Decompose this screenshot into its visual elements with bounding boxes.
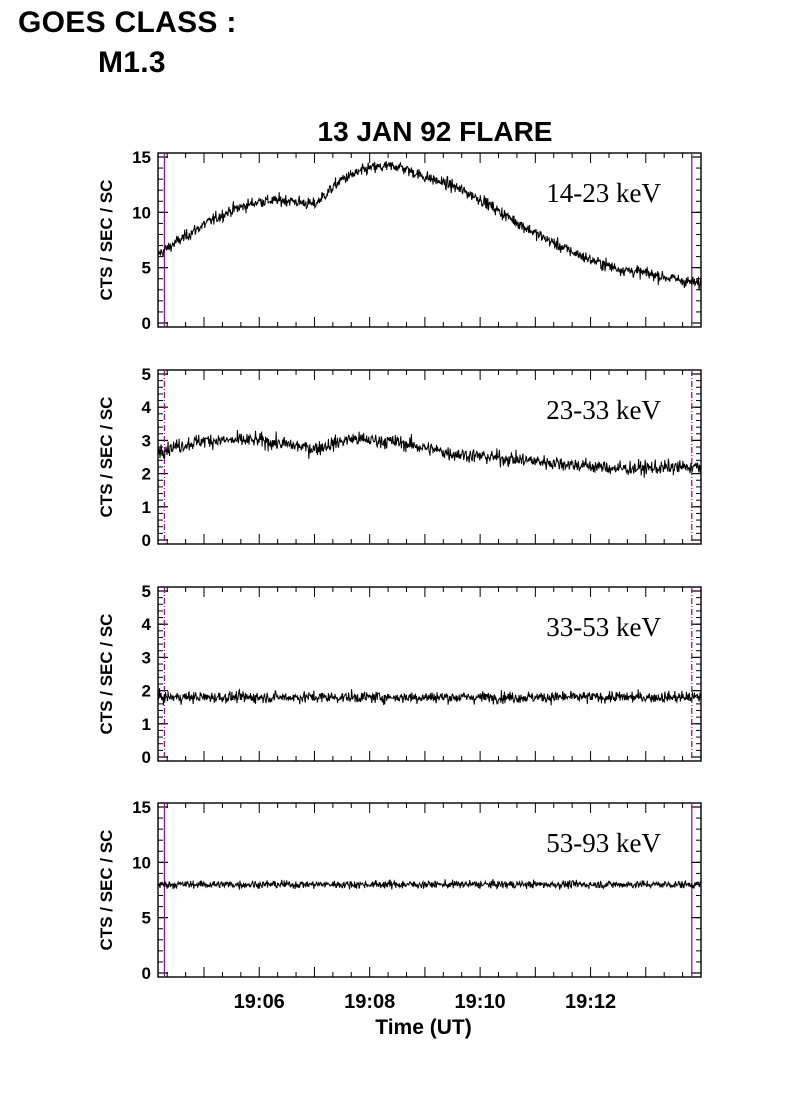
y-tick-label: 3 [142, 648, 151, 667]
y-tick-label: 5 [142, 582, 151, 601]
plot-frame [157, 369, 702, 545]
panel-1: 0 5 10 15 CTS / SEC / SC 14-23 keV [97, 148, 702, 333]
y-tick-label: 2 [142, 682, 151, 701]
energy-band-label: 23-33 keV [546, 395, 661, 425]
x-axis-label: Time (UT) [375, 1016, 471, 1039]
y-tick-label: 0 [142, 314, 151, 333]
y-tick-label: 10 [132, 203, 151, 222]
y-tick-label: 15 [132, 798, 151, 817]
y-tick-label: 5 [142, 259, 151, 278]
goes-class-label: GOES CLASS : [18, 6, 237, 39]
y-tick-label: 15 [132, 148, 151, 167]
data-series-line [157, 430, 702, 478]
figure-title: 13 JAN 92 FLARE [318, 116, 553, 147]
panel-3: 0 1 2 3 4 5 CTS / SEC / SC 33-53 keV [97, 582, 702, 767]
y-tick-label: 3 [142, 431, 151, 450]
x-tick-label: 19:10 [455, 991, 506, 1013]
y-axis-label: CTS / SEC / SC [97, 830, 116, 951]
y-axis-label: CTS / SEC / SC [97, 180, 116, 301]
plot-frame [157, 802, 702, 978]
goes-class-value: M1.3 [98, 46, 166, 79]
panel-2: 0 1 2 3 4 5 CTS / SEC / SC 23-33 keV [97, 365, 702, 550]
energy-band-label: 33-53 keV [546, 612, 661, 642]
energy-band-label: 53-93 keV [546, 828, 661, 858]
y-tick-label: 1 [142, 715, 151, 734]
y-tick-label: 4 [142, 615, 152, 634]
x-tick-label: 19:12 [565, 991, 616, 1013]
x-tick-label: 19:06 [234, 991, 285, 1013]
y-tick-label: 10 [132, 853, 151, 872]
y-tick-label: 2 [142, 465, 151, 484]
x-tick-label: 19:08 [344, 991, 395, 1013]
y-tick-label: 1 [142, 498, 151, 517]
plot-frame [157, 586, 702, 762]
data-series-line [157, 161, 702, 291]
y-tick-label: 0 [142, 748, 151, 767]
panel-4: 0 5 10 15 19:06 19:08 19:10 19:12 Time (UT) CTS /… [97, 798, 702, 1039]
y-tick-label: 4 [142, 398, 152, 417]
energy-band-label: 14-23 keV [546, 178, 661, 208]
y-axis-label: CTS / SEC / SC [97, 614, 116, 735]
plot-frame [157, 152, 702, 328]
y-tick-label: 5 [142, 365, 151, 384]
data-series-line [157, 688, 702, 706]
y-axis-label: CTS / SEC / SC [97, 397, 116, 518]
y-tick-label: 0 [142, 964, 151, 983]
y-tick-label: 5 [142, 909, 151, 928]
data-series-line [157, 879, 702, 891]
y-tick-label: 0 [142, 531, 151, 550]
